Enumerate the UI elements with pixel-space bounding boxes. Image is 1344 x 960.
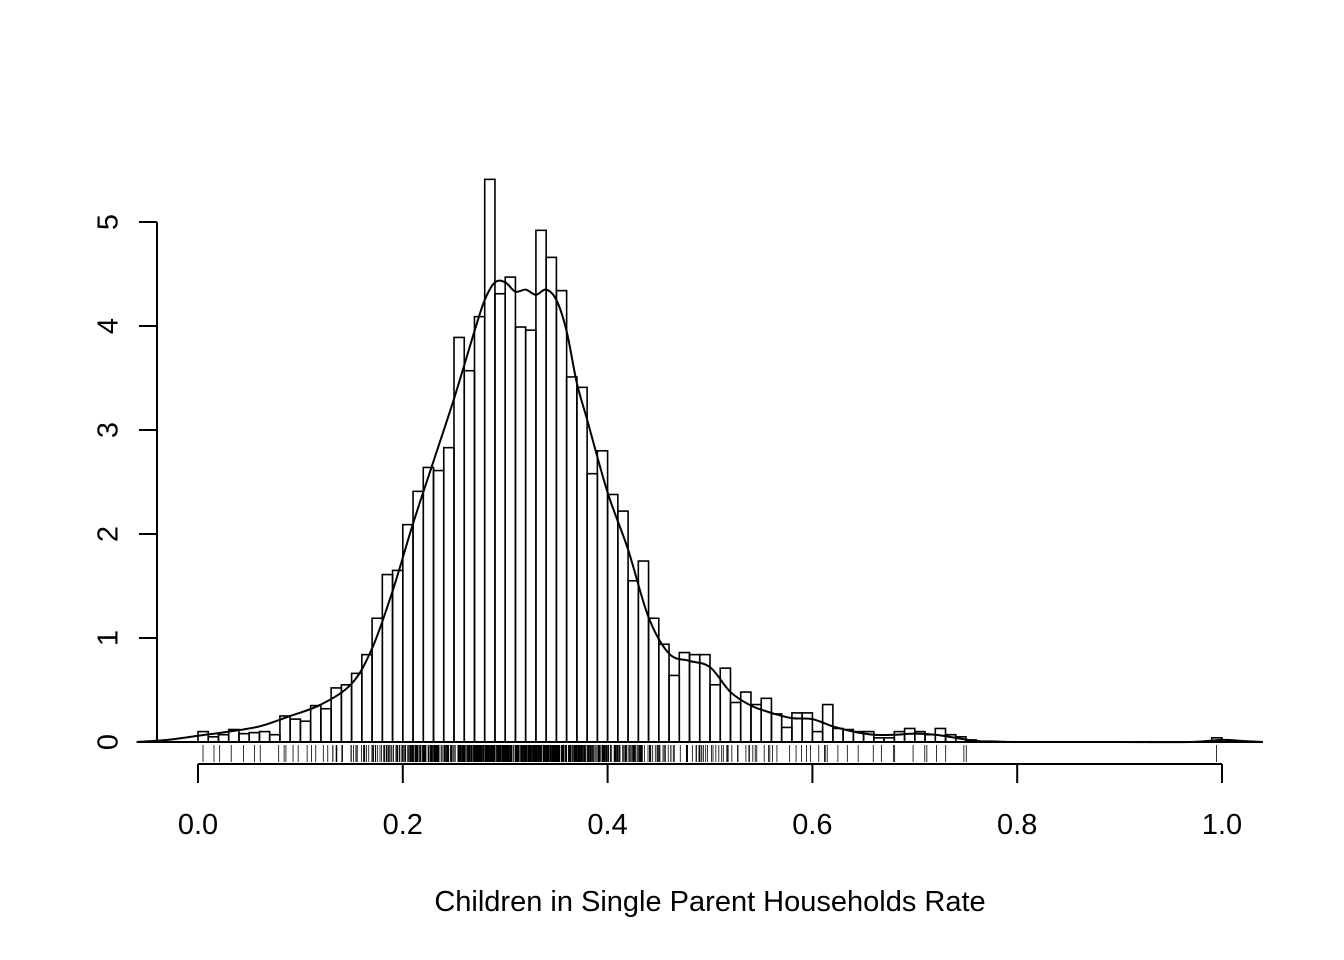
histogram-bar <box>606 493 619 743</box>
histogram-bar <box>494 292 506 743</box>
histogram-bar <box>678 651 691 743</box>
histogram-bar <box>258 730 271 743</box>
histogram-bar <box>596 449 609 743</box>
histogram-bar <box>320 707 332 743</box>
histogram-bar <box>535 229 547 743</box>
histogram-bar <box>197 730 210 743</box>
histogram-bar <box>442 446 455 743</box>
histogram-bar <box>524 329 537 743</box>
histogram-bar <box>289 718 302 743</box>
rug-marks <box>202 745 1217 762</box>
y-tick-label: 4 <box>93 318 125 334</box>
histogram-bar <box>340 683 353 743</box>
histogram-bar <box>248 731 261 743</box>
histogram-bars <box>197 178 1223 743</box>
histogram-bar <box>381 573 394 743</box>
histogram-bar <box>217 733 230 743</box>
histogram-bar <box>780 726 793 743</box>
x-tick-label: 0.6 <box>792 809 832 841</box>
histogram-bar <box>453 336 466 743</box>
histogram-bar <box>698 653 711 743</box>
histogram-bar <box>268 733 281 743</box>
y-tick-label: 2 <box>93 526 125 542</box>
histogram-bar <box>576 386 588 743</box>
histogram-bar <box>555 289 568 743</box>
histogram-bar <box>545 256 558 743</box>
histogram-bar <box>463 369 476 743</box>
histogram-bar <box>688 653 701 743</box>
histogram-bar <box>627 579 640 743</box>
histogram-bar <box>504 276 517 743</box>
x-axis-title: Children in Single Parent Households Rat… <box>434 886 985 918</box>
histogram-bar <box>760 697 773 743</box>
y-tick-label: 1 <box>93 630 125 646</box>
histogram-bar <box>432 469 445 743</box>
histogram-bar <box>422 466 435 743</box>
histogram-bar <box>401 523 414 743</box>
histogram-bar <box>657 643 670 743</box>
y-axis: 0 1 2 3 4 5 <box>93 214 158 750</box>
histogram-bar <box>791 712 803 743</box>
x-tick-label: 0.0 <box>178 809 218 841</box>
histogram-bar <box>299 720 312 743</box>
y-tick-label: 3 <box>93 422 125 438</box>
histogram-bar <box>729 701 742 743</box>
histogram-bar <box>586 472 599 743</box>
histogram-bar <box>483 178 496 743</box>
y-tick-label: 0 <box>93 734 125 750</box>
x-tick-label: 0.4 <box>587 809 627 841</box>
histogram-bar <box>668 674 681 743</box>
y-tick-label: 5 <box>93 214 125 230</box>
histogram-bar <box>719 667 732 743</box>
x-tick-label: 0.2 <box>383 809 423 841</box>
x-tick-label: 0.8 <box>997 809 1037 841</box>
histogram-bar <box>893 730 906 743</box>
histogram-bar <box>309 704 322 743</box>
histogram-bar <box>924 733 937 743</box>
histogram-bar <box>709 683 722 743</box>
histogram-bar <box>832 727 844 743</box>
histogram-bar <box>739 691 752 743</box>
histogram-bar <box>514 326 527 743</box>
x-tick-label: 1.0 <box>1202 809 1242 841</box>
histogram-bar <box>770 713 783 743</box>
histogram-bar <box>412 490 425 743</box>
histogram-bar <box>473 315 486 743</box>
histogram-bar <box>391 569 404 743</box>
x-axis: 0.0 0.2 0.4 0.6 0.8 1.0 <box>178 763 1242 841</box>
density-curve <box>136 279 1264 744</box>
histogram-bar <box>811 730 824 743</box>
histogram-bar <box>801 712 814 743</box>
histogram-bar <box>903 727 916 743</box>
histogram-bar <box>350 672 363 743</box>
histogram-bar <box>238 732 251 743</box>
histogram-bar <box>565 376 578 743</box>
